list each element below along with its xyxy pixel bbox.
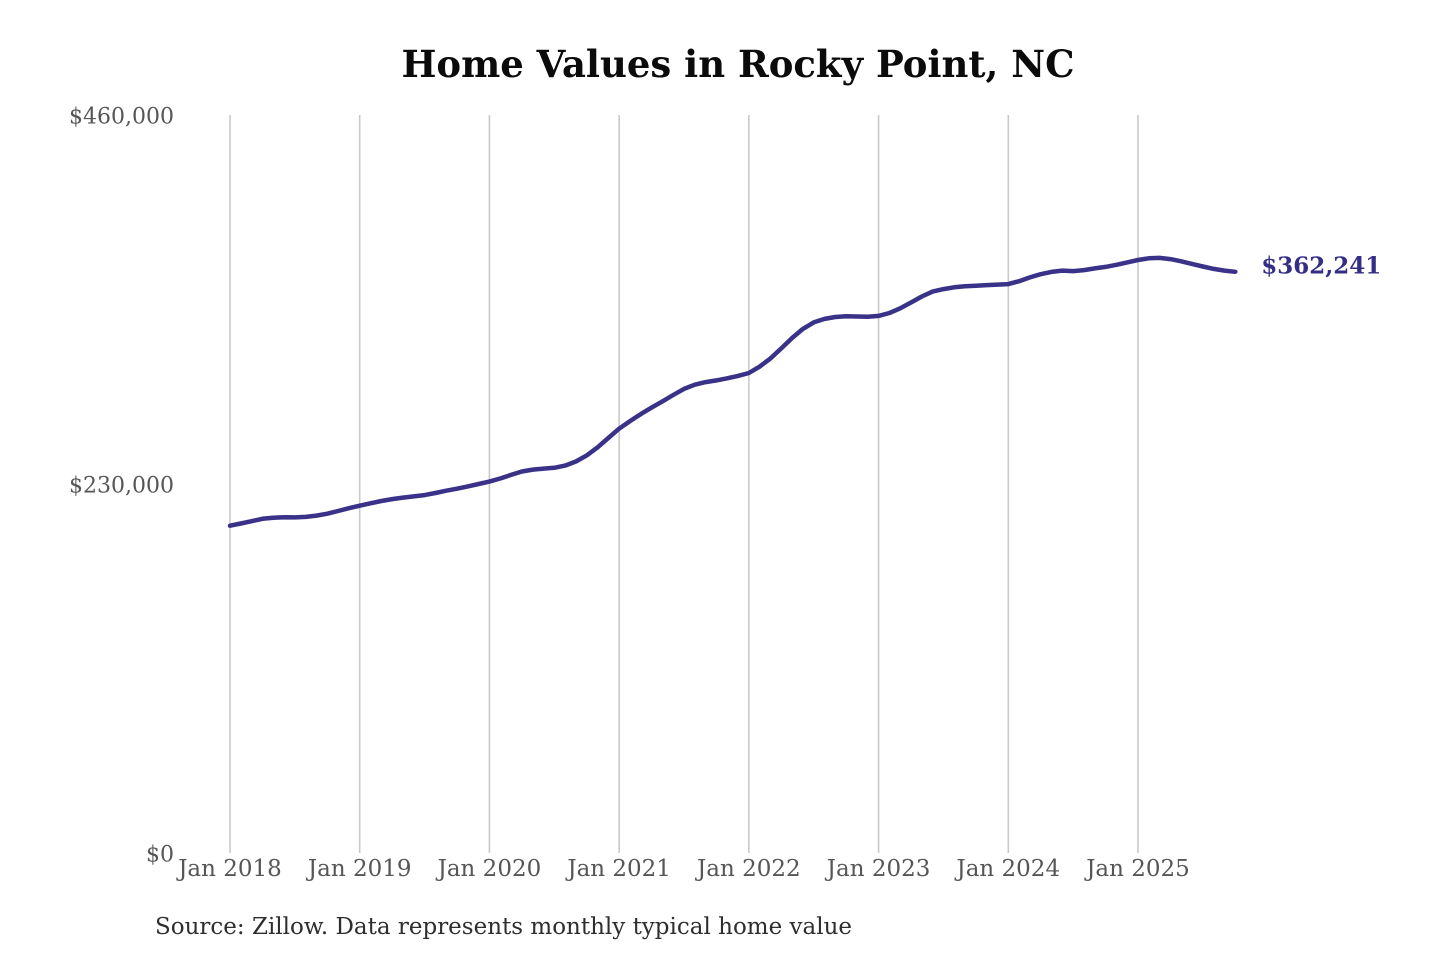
x-axis-label: Jan 2022 bbox=[697, 856, 801, 882]
home-value-line bbox=[227, 255, 1238, 528]
x-axis-label: Jan 2024 bbox=[956, 856, 1061, 882]
x-axis-label: Jan 2025 bbox=[1086, 856, 1190, 882]
x-axis-label: Jan 2018 bbox=[178, 856, 282, 882]
y-axis-label: $460,000 bbox=[69, 104, 174, 130]
y-axis-label: $0 bbox=[146, 842, 174, 868]
x-axis-label: Jan 2019 bbox=[307, 856, 412, 882]
x-axis-label: Jan 2021 bbox=[567, 856, 671, 882]
x-axis-label: Jan 2020 bbox=[437, 856, 542, 882]
latest-value-label: $362,241 bbox=[1261, 252, 1382, 280]
source-note: Source: Zillow. Data represents monthly … bbox=[155, 914, 853, 940]
chart-title: Home Values in Rocky Point, NC bbox=[401, 42, 1075, 86]
x-axis-label: Jan 2023 bbox=[826, 856, 931, 882]
y-axis-label: $230,000 bbox=[69, 473, 174, 499]
